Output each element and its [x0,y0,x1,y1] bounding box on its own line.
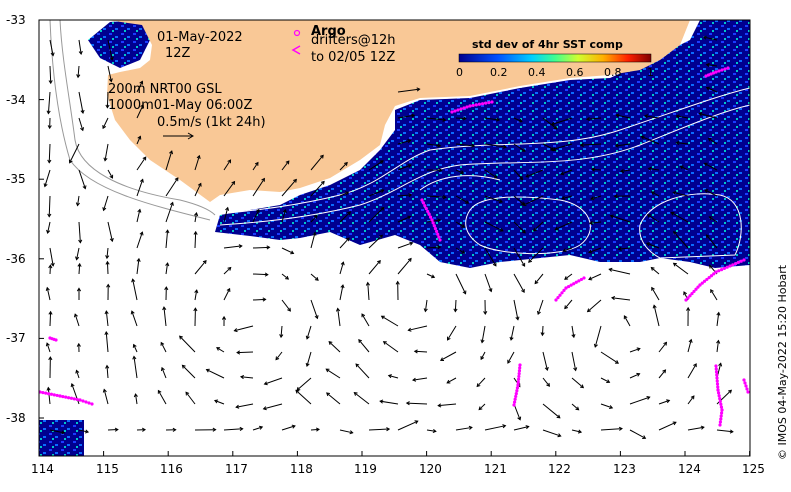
hour-label: 12Z [165,46,191,61]
colorbar-tick: 0.6 [566,66,584,79]
sst-patch-southwest [39,420,84,456]
colorbar-tick: 0.4 [528,66,546,79]
coastal-outline [49,20,216,221]
credit-label: © IMOS 04-May-2022 15:20 Hobart [776,264,789,460]
depth-time-label: 1000m01-May 06:00Z [108,98,253,113]
colorbar-tick: 0 [456,66,463,79]
argo-legend-label: Argo [311,24,346,39]
colorbar-tick: 0.2 [490,66,508,79]
lon-tick: 124 [678,462,701,476]
colorbar-tick: 0.8 [604,66,622,79]
lat-tick: -36 [6,252,26,266]
lon-tick: 118 [290,462,313,476]
axis-ticks [38,19,751,456]
lon-tick: 114 [31,462,54,476]
model-label: 200m NRT00 GSL [108,82,222,97]
lon-tick: 125 [742,462,765,476]
lon-tick: 119 [354,462,377,476]
lon-tick: 121 [484,462,507,476]
lat-tick: -33 [6,13,26,27]
lon-tick: 116 [160,462,183,476]
sst-patch-northwest [88,20,150,68]
lon-tick: 115 [96,462,119,476]
colorbar [458,53,652,63]
colorbar-tick: 1 [647,66,654,79]
current-vector-field [43,35,734,439]
argo-symbol [293,29,301,37]
drifter-symbol [291,45,301,55]
bathymetry-contours [209,87,750,259]
lon-tick: 122 [548,462,571,476]
lon-tick: 123 [613,462,636,476]
lon-tick: 117 [225,462,248,476]
sst-data-region [215,20,750,268]
map-frame [38,19,751,457]
scale-label: 0.5m/s (1kt 24h) [157,115,266,130]
lat-tick: -35 [6,172,26,186]
lat-tick: -38 [6,411,26,425]
drifter-tracks [39,66,750,427]
scale-arrow [163,132,194,140]
drifters-legend-label: drifters@12h [311,33,396,48]
drifters-to-label: to 02/05 12Z [311,50,396,65]
lon-tick: 120 [419,462,442,476]
lat-tick: -34 [6,93,26,107]
lat-tick: -37 [6,331,26,345]
date-label: 01-May-2022 [157,30,243,45]
colorbar-title: std dev of 4hr SST comp [472,38,623,51]
land-mass [107,20,690,202]
